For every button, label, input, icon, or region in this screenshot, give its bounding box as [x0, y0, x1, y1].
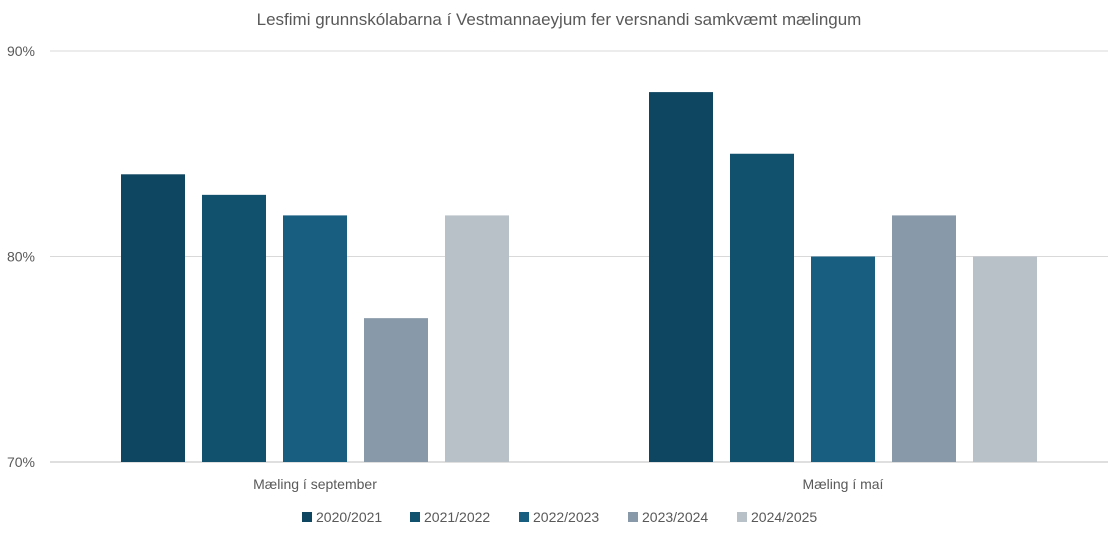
legend-swatch	[410, 512, 420, 522]
bars	[121, 92, 1037, 463]
y-tick-label: 80%	[7, 249, 35, 265]
bar	[811, 256, 875, 462]
legend-label: 2022/2023	[533, 509, 599, 525]
bar	[649, 92, 713, 462]
legend-label: 2021/2022	[424, 509, 490, 525]
bar	[730, 153, 794, 462]
legend-swatch	[628, 512, 638, 522]
x-axis-labels: Mæling í september Mæling í maí	[253, 476, 883, 492]
bar	[364, 318, 428, 462]
legend-label: 2023/2024	[642, 509, 708, 525]
bar	[892, 215, 956, 462]
bar	[973, 256, 1037, 462]
legend-swatch	[302, 512, 312, 522]
y-tick-label: 70%	[7, 454, 35, 470]
legend-label: 2024/2025	[751, 509, 817, 525]
bar	[445, 215, 509, 462]
legend-label: 2020/2021	[316, 509, 382, 525]
bar	[121, 174, 185, 463]
bar	[283, 215, 347, 462]
x-tick-label: Mæling í maí	[803, 476, 884, 492]
legend-swatch	[737, 512, 747, 522]
y-axis-ticks: 70% 80% 90%	[7, 43, 35, 470]
legend-swatch	[519, 512, 529, 522]
y-tick-label: 90%	[7, 43, 35, 59]
chart-title: Lesfimi grunnskólabarna í Vestmannaeyjum…	[257, 10, 862, 29]
legend: 2020/2021 2021/2022 2022/2023 2023/2024 2024…	[302, 509, 817, 525]
x-tick-label: Mæling í september	[253, 476, 377, 492]
bar	[202, 194, 266, 462]
